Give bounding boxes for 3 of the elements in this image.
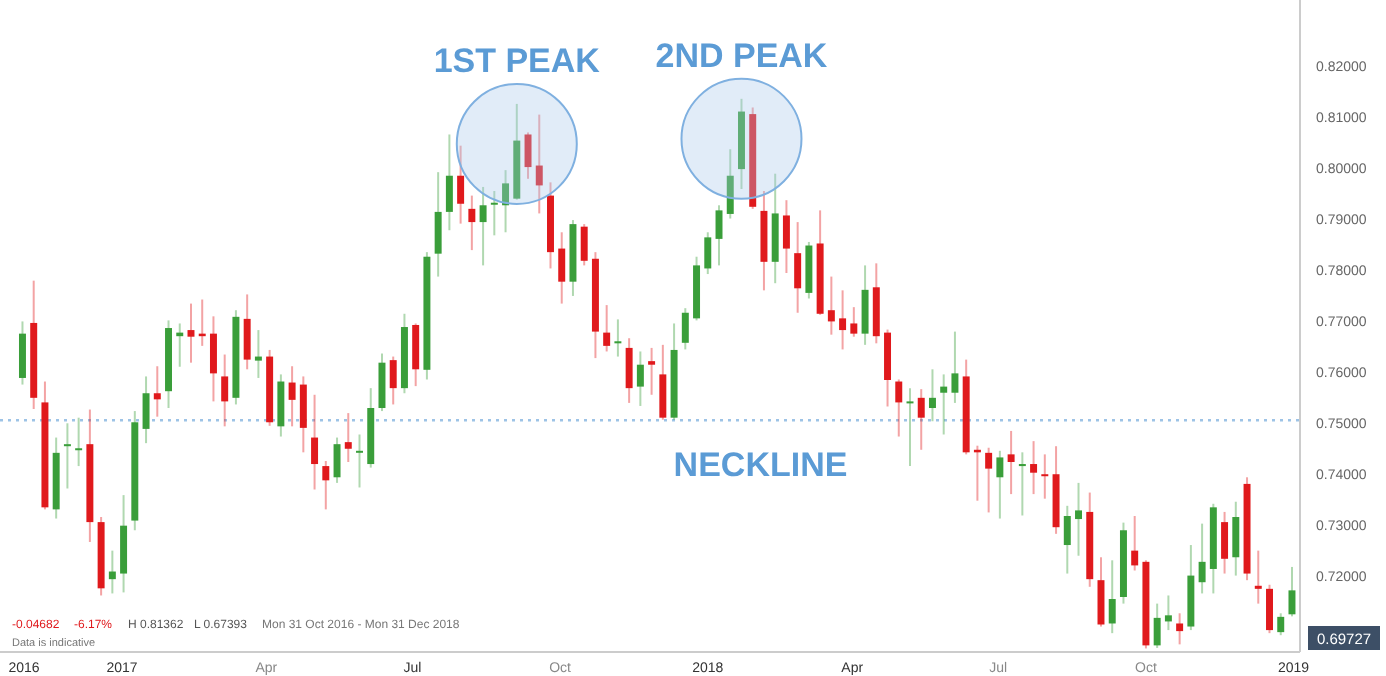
annotation: 1ST PEAK bbox=[433, 41, 602, 80]
ref-line-label: NECKLINE bbox=[673, 446, 848, 485]
annotation: 2ND PEAK bbox=[655, 36, 829, 75]
